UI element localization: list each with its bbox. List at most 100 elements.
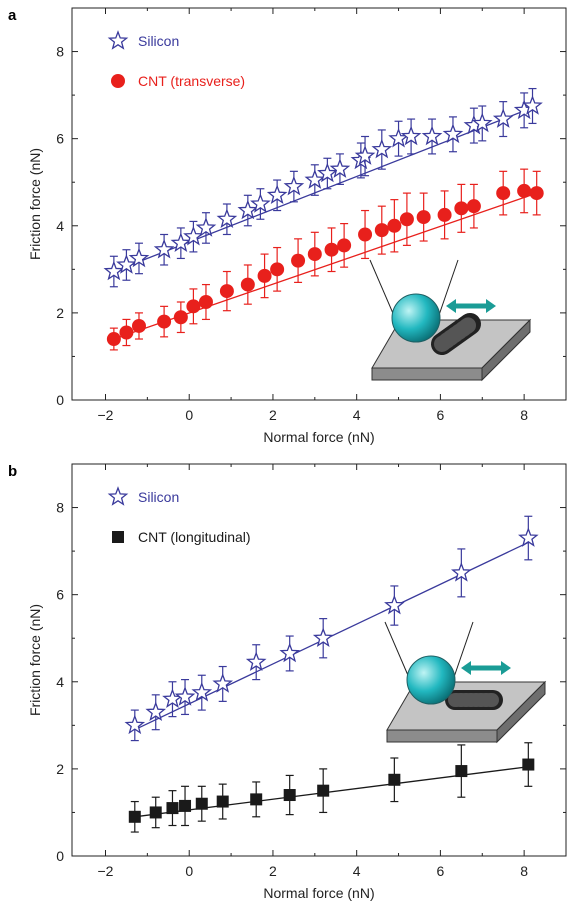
data-point [106,332,121,347]
x-tick-label: 0 [185,407,193,423]
y-axis-title: Friction force (nN) [27,148,43,260]
x-tick-label: −2 [98,407,114,423]
data-point [216,208,238,229]
data-point [116,254,137,274]
series-cnt-transverse- [106,168,544,351]
data-point [416,210,431,225]
legend-marker [107,30,129,50]
data-point [522,758,535,771]
cantilever-line [369,259,396,319]
data-point [388,773,401,786]
data-point [384,594,405,615]
data-point [454,201,469,216]
data-point [179,799,192,812]
data-point [354,145,376,165]
x-tick-label: 0 [185,863,193,879]
data-point [212,673,234,693]
afm-sphere-icon [406,655,456,705]
data-point [173,310,188,325]
x-tick-label: 8 [520,863,528,879]
arrow-left-icon [461,661,471,675]
data-point [250,193,271,213]
panel-label: b [8,463,17,480]
y-tick-label: 6 [56,587,64,603]
data-point [283,789,296,802]
data-point [257,268,272,283]
chart-panel-b: b −2 0 2 4 6 8 0 2 4 6 8 Normal force (nN) Friction f… [8,463,567,901]
plot-frame [71,7,567,401]
legend-marker [107,486,129,506]
afm-sphere-icon [391,293,441,343]
data-point [170,232,192,252]
data-point [166,802,179,815]
data-point [291,253,306,268]
data-point [337,238,352,253]
data-point [195,797,208,810]
chart-panel-a: a −2 0 2 4 6 8 0 2 4 6 8 Normal force (nN) Friction f… [8,7,567,445]
y-tick-label: 8 [56,44,64,60]
data-point [183,225,204,246]
data-point [245,651,267,671]
arrow-right-icon [486,299,496,313]
data-point [186,299,201,314]
data-point [119,325,134,340]
x-tick-label: −2 [98,863,114,879]
data-point [307,247,322,262]
data-point [518,527,539,547]
data-point [124,714,146,735]
data-point [237,199,259,220]
y-tick-label: 8 [56,500,64,516]
data-point [324,242,339,257]
arrow-left-icon [446,299,456,313]
x-tick-label: 2 [269,407,277,423]
data-point [437,207,452,222]
data-point [400,125,422,146]
data-point [312,627,334,647]
data-point [283,175,305,196]
data-point [131,318,146,333]
data-point [317,784,330,797]
afm-tip-illustration-0 [369,259,532,382]
series-cnt-longitudinal- [128,742,535,833]
legend-label: Silicon [138,489,179,505]
substrate-front [386,729,498,743]
data-point [517,183,532,198]
panel-label: a [8,7,17,24]
data-point [374,223,389,238]
y-tick-label: 4 [56,218,64,234]
x-tick-label: 6 [437,407,445,423]
data-point [145,701,167,722]
legend-label: CNT (longitudinal) [138,529,251,545]
data-point [216,795,229,808]
x-axis-title: Normal force (nN) [263,885,374,901]
plot-frame [71,463,567,857]
cantilever-line [384,621,411,681]
data-point [471,112,493,133]
y-tick-label: 0 [56,848,64,864]
data-point [153,238,175,259]
afm-tip-illustration-1 [384,621,547,744]
y-tick-label: 6 [56,131,64,147]
data-point [387,218,402,233]
data-point [191,681,213,702]
data-point [195,217,217,237]
x-axis-title: Normal force (nN) [263,429,374,445]
data-point [128,247,150,268]
data-point [496,186,511,201]
y-tick-label: 0 [56,392,64,408]
legend-label: Silicon [138,33,179,49]
substrate-front [371,367,483,381]
legend-marker [112,531,124,543]
data-point [103,260,125,281]
x-tick-label: 4 [353,407,361,423]
legend-label: CNT (transverse) [138,73,245,89]
x-tick-label: 2 [269,863,277,879]
data-point [399,212,414,227]
y-tick-label: 2 [56,761,64,777]
data-point [304,169,326,189]
nanotube-icon [431,313,481,355]
data-point [358,227,373,242]
cantilever-line [437,259,459,319]
data-point [240,277,255,292]
